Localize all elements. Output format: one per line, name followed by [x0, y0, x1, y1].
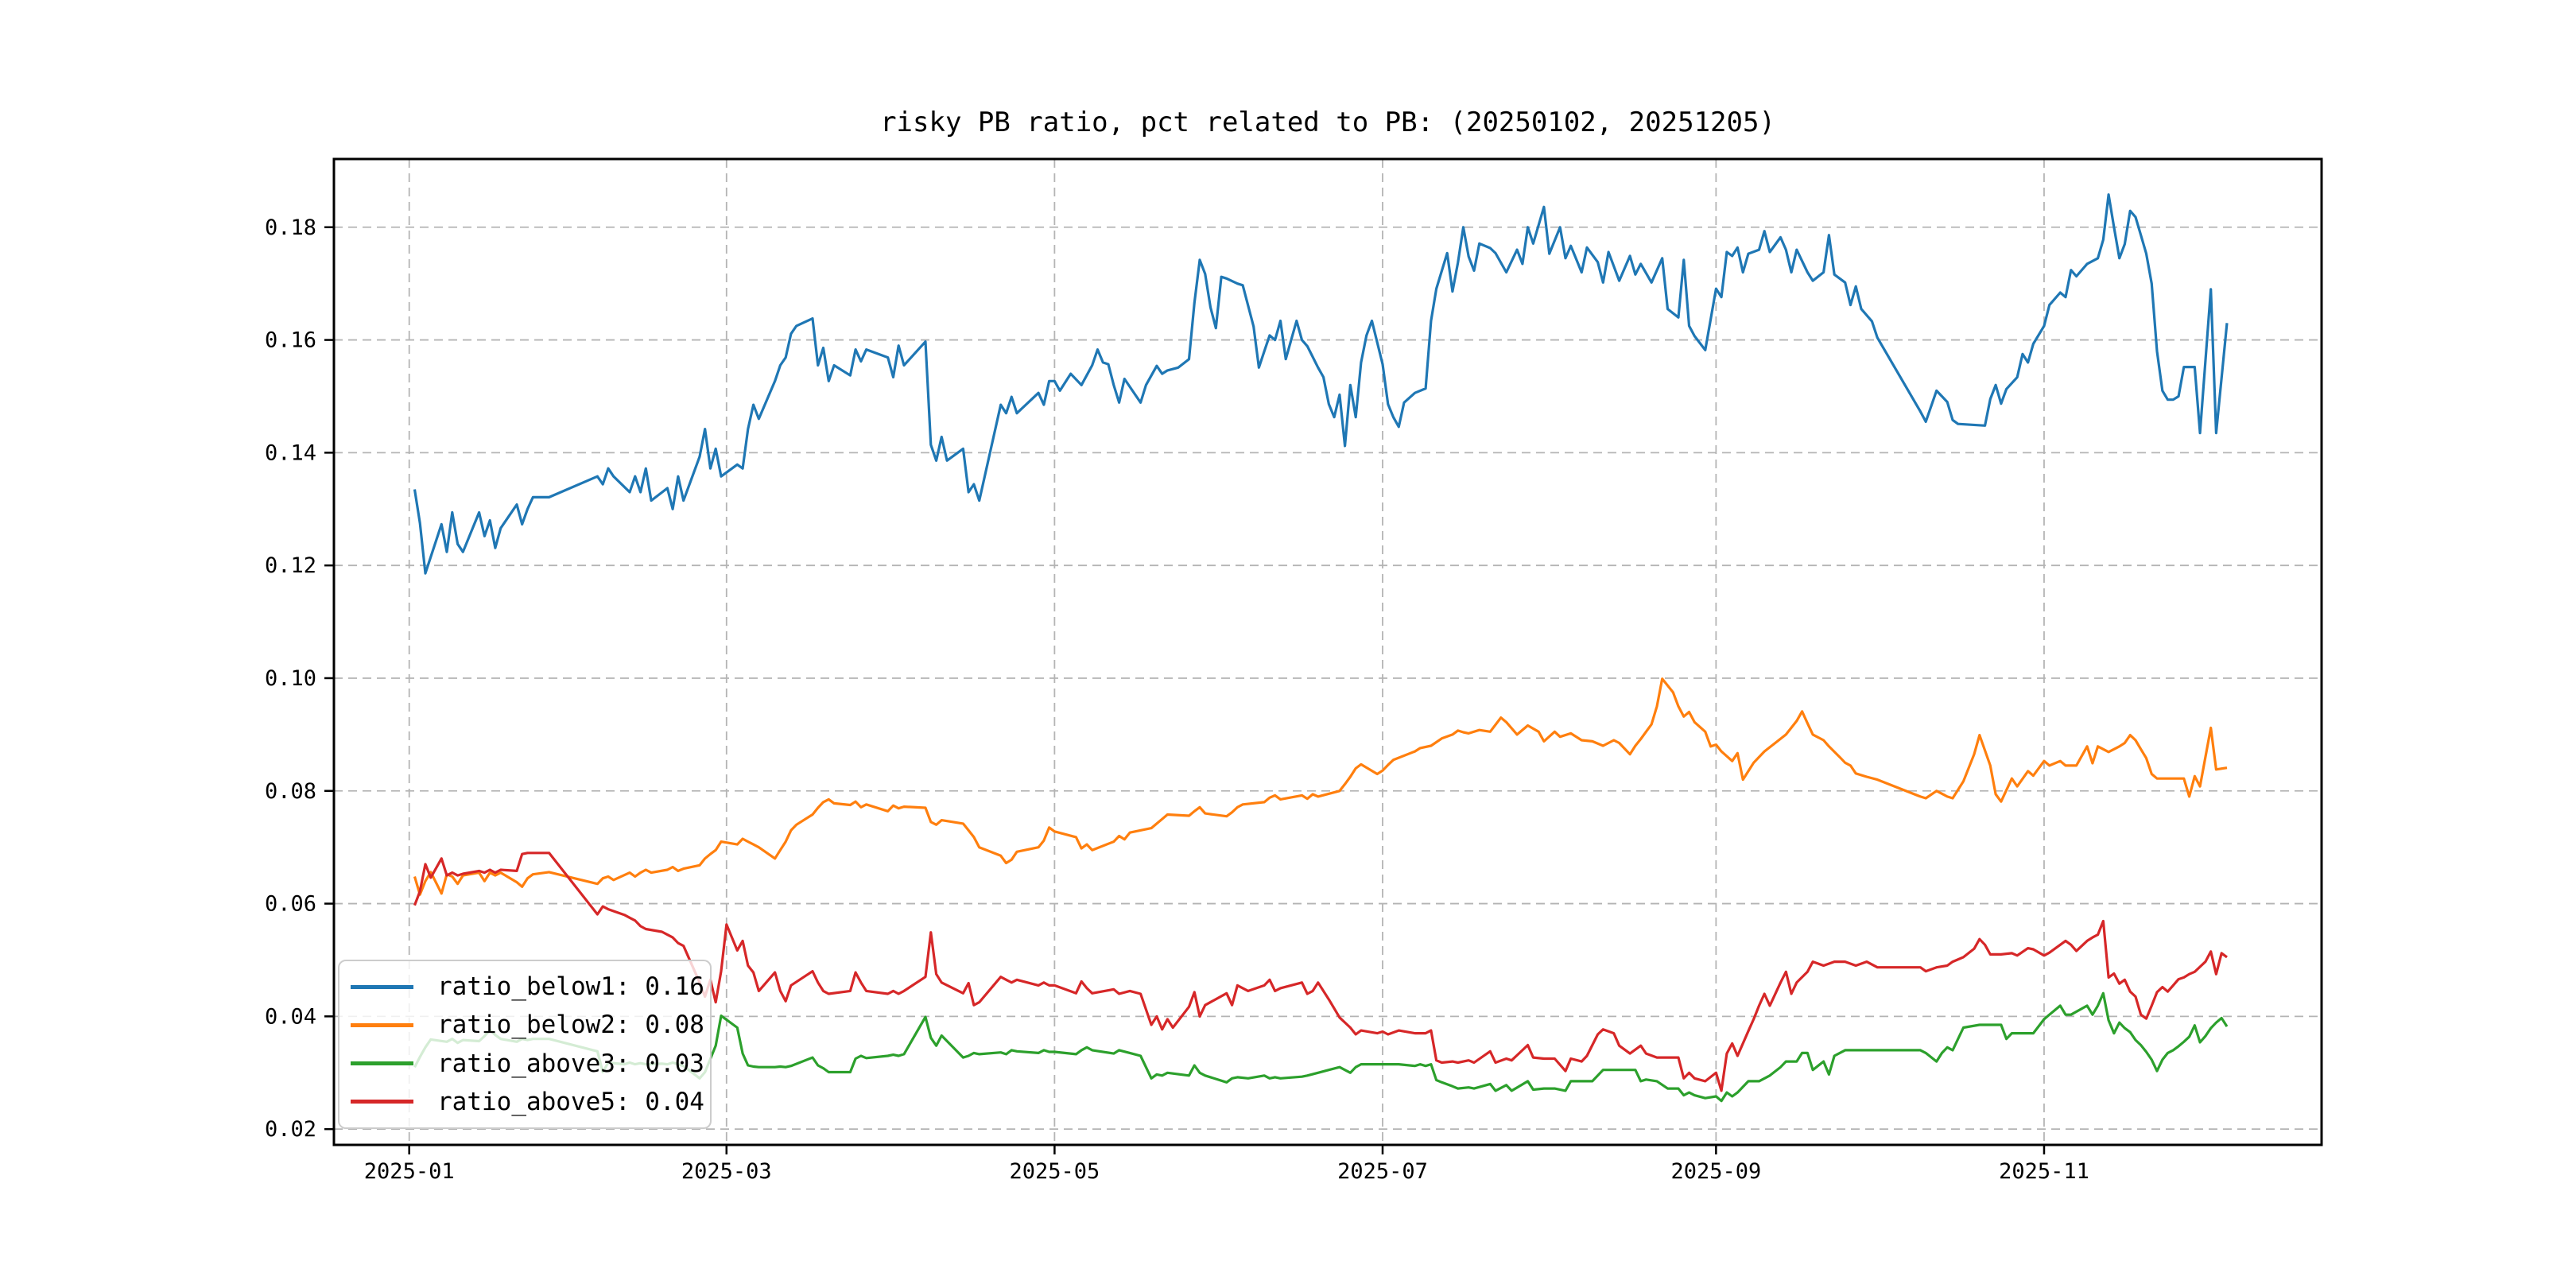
x-tick-label: 2025-01 — [364, 1159, 455, 1184]
legend: ratio_below1: 0.16 ratio_below2: 0.08 ra… — [338, 960, 712, 1129]
series-line-ratio_above5 — [413, 852, 2228, 1092]
y-tick-label: 0.12 — [265, 553, 316, 578]
legend-line-sample-blue — [351, 984, 413, 989]
x-tick-label: 2025-05 — [1009, 1159, 1100, 1184]
legend-line-sample-green — [351, 1061, 413, 1066]
legend-label: ratio_below2: 0.08 — [437, 1011, 704, 1040]
y-tick-label: 0.06 — [265, 892, 316, 917]
legend-label: ratio_below1: 0.16 — [437, 972, 704, 1002]
x-tick-label: 2025-03 — [681, 1159, 772, 1184]
series-line-ratio_below1 — [413, 193, 2229, 575]
legend-item-ratio_below1: ratio_below1: 0.16 — [351, 972, 710, 1001]
series-line-ratio_above3 — [413, 991, 2229, 1103]
axes-frame-layer — [332, 157, 2323, 1146]
series-line-ratio_below2 — [413, 677, 2228, 896]
axis-labels-layer: 0.02 0.04 0.06 0.08 0.10 0.12 0.14 0.16 0.18 2025… — [265, 215, 2089, 1184]
x-tick-label: 2025-11 — [1999, 1159, 2089, 1184]
y-tick-label: 0.16 — [265, 328, 316, 353]
legend-label: ratio_above3: 0.03 — [437, 1049, 704, 1078]
legend-line-sample-orange — [351, 1022, 413, 1027]
legend-item-ratio_above3: ratio_above3: 0.03 — [351, 1049, 710, 1078]
y-tick-label: 0.08 — [265, 779, 316, 804]
legend-label: ratio_above5: 0.04 — [437, 1087, 704, 1116]
y-tick-label: 0.18 — [265, 215, 316, 240]
series-lines-layer — [413, 193, 2229, 1103]
y-tick-label: 0.14 — [265, 440, 316, 465]
y-tick-label: 0.10 — [265, 666, 316, 691]
legend-item-ratio_below2: ratio_below2: 0.08 — [351, 1011, 710, 1039]
y-tick-label: 0.02 — [265, 1117, 316, 1142]
axis-ticks-layer — [324, 226, 2046, 1154]
x-tick-label: 2025-07 — [1337, 1159, 1428, 1184]
x-tick-label: 2025-09 — [1670, 1159, 1761, 1184]
grid-layer — [334, 159, 2322, 1145]
chart-title: risky PB ratio, pct related to PB: (2025… — [880, 107, 1775, 138]
legend-item-ratio_above5: ratio_above5: 0.04 — [351, 1088, 710, 1116]
y-tick-label: 0.04 — [265, 1004, 316, 1029]
legend-line-sample-red — [351, 1100, 413, 1104]
